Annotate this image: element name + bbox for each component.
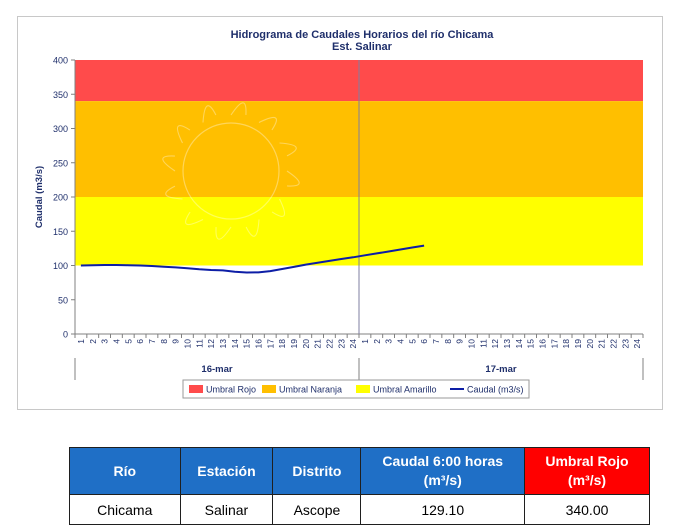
chart-frame: Hidrograma de Caudales Horarios del río … (17, 16, 663, 410)
header-estacion: Estación (179, 447, 274, 495)
cell-umbral-rojo: 340.00 (523, 494, 651, 525)
y-tick-label: 200 (53, 193, 68, 203)
y-tick-label: 150 (53, 227, 68, 237)
x-tick-label: 13 (218, 339, 228, 349)
x-tick-label: 4 (395, 339, 405, 344)
x-tick-label: 15 (526, 339, 536, 349)
legend-swatch (356, 385, 370, 393)
x-tick-label: 22 (324, 339, 334, 349)
x-tick-label: 22 (608, 339, 618, 349)
table-row: Chicama Salinar Ascope 129.10 340.00 (69, 494, 651, 525)
x-tick-label: 2 (372, 339, 382, 344)
cell-distrito: Ascope (272, 494, 362, 525)
x-tick-label: 10 (466, 339, 476, 349)
y-tick-label: 250 (53, 158, 68, 168)
legend-swatch (189, 385, 203, 393)
x-tick-label: 7 (147, 339, 157, 344)
x-tick-label: 20 (585, 339, 595, 349)
table-header-row: Río Estación Distrito Caudal 6:00 horas(… (69, 447, 651, 495)
x-tick-label: 17 (265, 339, 275, 349)
x-tick-label: 14 (230, 339, 240, 349)
cell-caudal: 129.10 (360, 494, 525, 525)
y-tick-label: 100 (53, 261, 68, 271)
x-tick-label: 4 (111, 339, 121, 344)
x-tick-label: 21 (313, 339, 323, 349)
x-tick-label: 21 (597, 339, 607, 349)
y-axis-label: Caudal (m3/s) (34, 166, 45, 228)
x-tick-label: 8 (443, 339, 453, 344)
y-tick-label: 350 (53, 90, 68, 100)
day-label: 17-mar (485, 364, 516, 375)
x-tick-label: 15 (242, 339, 252, 349)
x-tick-label: 5 (123, 339, 133, 344)
x-tick-label: 1 (76, 339, 86, 344)
x-tick-label: 8 (159, 339, 169, 344)
x-tick-label: 3 (100, 339, 110, 344)
x-tick-label: 23 (620, 339, 630, 349)
header-caudal: Caudal 6:00 horas (m³/s) (360, 447, 525, 495)
y-tick-label: 400 (53, 56, 68, 66)
legend-label: Umbral Naranja (279, 385, 342, 395)
x-tick-label: 13 (502, 339, 512, 349)
hydrograph-chart: Hidrograma de Caudales Horarios del río … (34, 29, 644, 399)
series-line-caudal (80, 244, 425, 274)
x-tick-label: 14 (514, 339, 524, 349)
x-tick-label: 12 (490, 339, 500, 349)
x-tick-label: 10 (182, 339, 192, 349)
x-tick-label: 1 (360, 339, 370, 344)
x-tick-label: 19 (289, 339, 299, 349)
x-tick-label: 19 (573, 339, 583, 349)
legend-label: Caudal (m3/s) (467, 385, 524, 395)
x-tick-label: 9 (171, 339, 181, 344)
x-tick-label: 24 (348, 339, 358, 349)
x-tick-label: 16 (253, 339, 263, 349)
x-tick-label: 2 (88, 339, 98, 344)
x-tick-label: 18 (561, 339, 571, 349)
x-tick-label: 6 (135, 339, 145, 344)
chart-subtitle: Est. Salinar (332, 41, 393, 53)
sun-watermark-icon (162, 102, 300, 240)
x-tick-label: 24 (632, 339, 642, 349)
x-tick-label: 11 (194, 339, 204, 348)
legend-swatch (262, 385, 276, 393)
legend-label: Umbral Rojo (206, 385, 256, 395)
x-tick-label: 9 (455, 339, 465, 344)
x-tick-label: 5 (407, 339, 417, 344)
x-tick-label: 23 (336, 339, 346, 349)
header-rio: Río (69, 447, 181, 495)
y-tick-label: 50 (58, 295, 68, 305)
cell-estacion: Salinar (179, 494, 274, 525)
cell-rio: Chicama (69, 494, 181, 525)
chart-title: Hidrograma de Caudales Horarios del río … (231, 29, 495, 41)
x-tick-label: 20 (301, 339, 311, 349)
y-tick-label: 0 (63, 330, 68, 340)
day-label: 16-mar (201, 364, 232, 375)
x-tick-label: 11 (478, 339, 488, 348)
x-tick-label: 18 (277, 339, 287, 349)
x-tick-label: 16 (537, 339, 547, 349)
flow-summary-table: Río Estación Distrito Caudal 6:00 horas(… (69, 447, 651, 525)
x-tick-label: 6 (419, 339, 429, 344)
legend-label: Umbral Amarillo (373, 385, 437, 395)
x-tick-label: 7 (431, 339, 441, 344)
x-tick-label: 17 (549, 339, 559, 349)
header-distrito: Distrito (272, 447, 362, 495)
y-tick-label: 300 (53, 124, 68, 134)
x-tick-label: 3 (384, 339, 394, 344)
header-umbral-rojo: Umbral Rojo (m³/s) (523, 447, 651, 495)
x-tick-label: 12 (206, 339, 216, 349)
